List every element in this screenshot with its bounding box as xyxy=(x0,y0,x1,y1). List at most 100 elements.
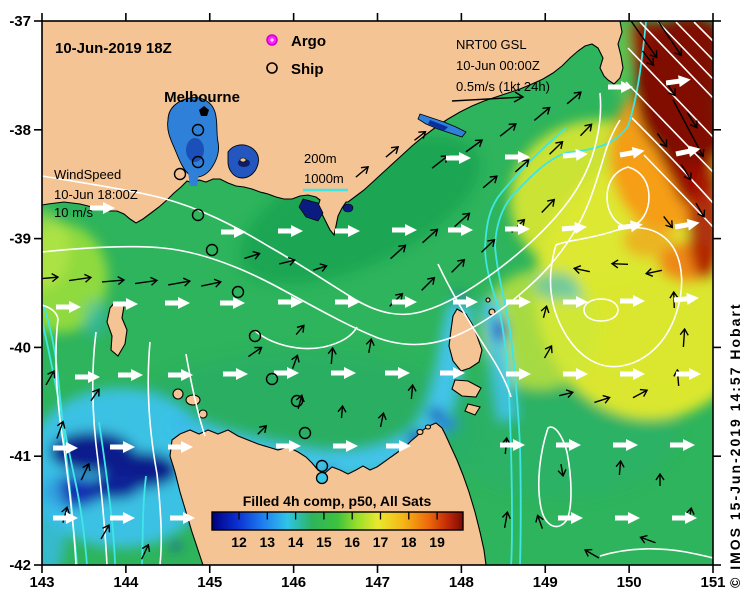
wind-line2: 10-Jun 18:00Z xyxy=(54,187,138,202)
current-arrow-icon xyxy=(499,123,517,137)
current-arrow-icon xyxy=(244,250,261,260)
ship-marker-icon xyxy=(298,426,312,440)
current-arrow-icon xyxy=(385,146,400,158)
colorbar-title: Filled 4h comp, p50, All Sats xyxy=(243,493,432,509)
wind-arrow-icon xyxy=(278,225,303,237)
current-arrow-icon xyxy=(583,548,600,559)
current-arrow-icon xyxy=(42,273,60,283)
current-arrow-icon xyxy=(313,263,328,272)
current-arrow-icon xyxy=(101,275,126,286)
axis-ticks xyxy=(34,13,721,573)
wind-arrow-icon xyxy=(335,225,360,237)
wind-arrow-icon xyxy=(620,295,645,307)
wind-arrow-icon xyxy=(673,292,699,305)
ship-marker-icon xyxy=(248,329,262,343)
colorbar-tick-label: 14 xyxy=(288,534,304,550)
current-arrow-icon xyxy=(514,159,530,173)
wind-arrow-icon xyxy=(563,368,588,380)
x-tick-label: 145 xyxy=(197,574,222,591)
colorbar-gradient xyxy=(211,511,464,531)
current-arrow-icon xyxy=(100,523,111,540)
wind-arrow-icon xyxy=(276,440,301,452)
current-arrow-icon xyxy=(135,276,159,286)
wind-arrow-icon xyxy=(385,367,410,379)
x-tick-label: 151 xyxy=(700,574,725,591)
current-arrow-icon xyxy=(257,424,268,435)
current-arrow-icon xyxy=(291,354,300,369)
bathymetry-annotation: 200m 1000m xyxy=(303,151,348,192)
current-arrow-icon xyxy=(414,130,427,141)
current-arrow-icon xyxy=(377,411,387,427)
current-arrow-icon xyxy=(540,304,550,318)
current-arrow-icon xyxy=(355,166,370,178)
axis-labels: 143 144 145 146 147 148 149 150 151 -37 -38 -39 -40 -… xyxy=(9,13,725,591)
wind-arrow-icon xyxy=(500,439,525,451)
wind-arrow-icon xyxy=(506,296,531,308)
wind-arrow-icon xyxy=(53,512,78,524)
current-arrow-icon xyxy=(465,139,484,153)
map-legend: Argo Ship xyxy=(266,33,326,78)
ship-marker-icon xyxy=(191,155,205,169)
gsl-line2: 10-Jun 00:00Z xyxy=(456,58,540,73)
colorbar-tick-label: 12 xyxy=(231,534,247,550)
colorbar-ticks: 12 13 14 15 16 17 18 19 xyxy=(231,512,445,550)
wind-annotation: WindSpeed 10-Jun 18:00Z 10 m/s xyxy=(54,167,138,220)
current-arrow-icon xyxy=(533,106,551,121)
x-tick-label: 148 xyxy=(449,574,474,591)
current-arrow-icon xyxy=(663,216,674,229)
ship-marker-icon xyxy=(191,208,205,222)
wind-arrow-icon xyxy=(446,152,471,164)
wind-arrow-icon xyxy=(110,512,135,524)
current-arrow-icon xyxy=(672,99,705,158)
current-arrow-icon xyxy=(557,463,567,478)
credit-label: © IMOS 15-Jun-2019 14:57 Hobart xyxy=(727,302,743,588)
colorbar: Filled 4h comp, p50, All Sats 12 13 14 15 16… xyxy=(211,493,464,550)
wind-arrow-icon xyxy=(674,218,700,231)
current-arrow-icon xyxy=(632,388,649,399)
colorbar-tick-label: 18 xyxy=(401,534,417,550)
current-arrow-icon xyxy=(638,21,682,57)
current-arrow-icon xyxy=(407,383,417,400)
land-hunter-island xyxy=(172,388,184,400)
current-arrow-icon xyxy=(566,91,582,105)
y-tick-label: -41 xyxy=(9,448,31,465)
argo-legend-label: Argo xyxy=(291,33,326,50)
wind-arrow-icon xyxy=(672,512,697,524)
current-arrow-icon xyxy=(390,244,407,260)
port-phillip-bay xyxy=(167,97,219,178)
land-king-island xyxy=(106,301,128,357)
wind-arrow-icon xyxy=(448,224,473,236)
wind-arrow-icon xyxy=(170,512,195,524)
current-arrow-icon xyxy=(337,404,347,419)
current-arrow-icon xyxy=(248,346,263,358)
ship-legend-label: Ship xyxy=(291,61,324,78)
current-arrow-icon xyxy=(454,212,471,228)
argo-legend-icon-center xyxy=(270,38,274,42)
wind-arrow-icon xyxy=(440,367,465,379)
wind-arrow-icon xyxy=(392,224,417,236)
wind-arrow-icon xyxy=(53,442,78,454)
current-arrow-icon xyxy=(549,140,564,155)
current-arrow-icon xyxy=(56,420,66,439)
y-tick-label: -42 xyxy=(9,557,31,574)
wind-arrow-icon xyxy=(331,367,356,379)
wind-arrow-icon xyxy=(558,512,583,524)
current-arrow-icon xyxy=(541,198,556,213)
gsl-line3: 0.5m/s (1kt 24h) xyxy=(456,79,550,94)
current-arrow-icon xyxy=(614,21,658,59)
wind-arrow-icon xyxy=(165,297,190,309)
current-arrow-icon xyxy=(559,389,575,399)
current-arrow-icon xyxy=(45,369,56,386)
wind-arrow-icon xyxy=(333,440,358,452)
current-arrow-icon xyxy=(481,238,496,253)
wind-arrow-icon xyxy=(223,368,248,380)
x-tick-label: 149 xyxy=(533,574,558,591)
x-tick-label: 143 xyxy=(29,574,54,591)
colorbar-tick-label: 16 xyxy=(344,534,360,550)
current-arrow-icon xyxy=(422,228,439,244)
city-label: Melbourne xyxy=(164,89,240,106)
current-arrow-icon xyxy=(327,346,337,365)
wind-arrow-icon xyxy=(619,146,645,159)
date-label: 10-Jun-2019 18Z xyxy=(55,40,172,57)
y-tick-label: -40 xyxy=(9,339,31,356)
